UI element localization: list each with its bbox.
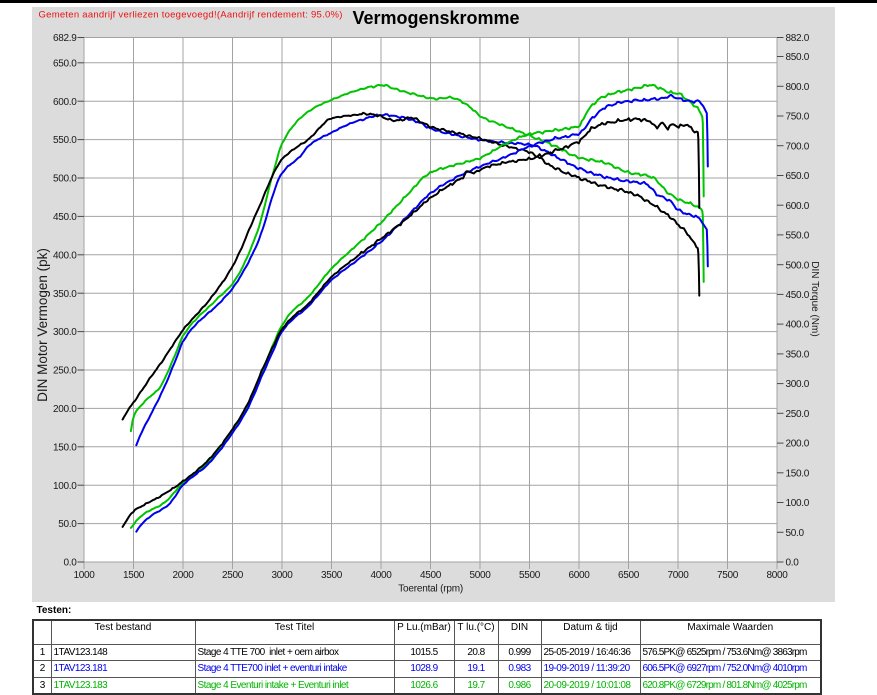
svg-text:750.0: 750.0 <box>786 112 810 123</box>
svg-text:7000: 7000 <box>667 570 689 581</box>
svg-text:6500: 6500 <box>618 570 640 581</box>
svg-text:50.0: 50.0 <box>58 519 77 530</box>
svg-text:600.0: 600.0 <box>53 97 77 108</box>
svg-text:0.0: 0.0 <box>786 558 800 569</box>
svg-text:5000: 5000 <box>469 570 491 581</box>
svg-text:700.0: 700.0 <box>786 141 810 152</box>
svg-text:450.0: 450.0 <box>786 290 810 301</box>
svg-text:8000: 8000 <box>766 570 788 581</box>
svg-text:4500: 4500 <box>420 570 442 581</box>
svg-text:50.0: 50.0 <box>786 528 805 539</box>
svg-text:250.0: 250.0 <box>53 366 77 377</box>
svg-text:3500: 3500 <box>321 570 343 581</box>
svg-text:DIN Torque (Nm): DIN Torque (Nm) <box>809 261 820 336</box>
svg-text:800.0: 800.0 <box>786 82 810 93</box>
svg-text:200.0: 200.0 <box>786 439 810 450</box>
svg-text:400.0: 400.0 <box>786 320 810 331</box>
svg-text:2500: 2500 <box>222 570 244 581</box>
svg-text:450.0: 450.0 <box>53 212 77 223</box>
svg-text:500.0: 500.0 <box>53 174 77 185</box>
svg-text:Gemeten aandrijf verliezen toe: Gemeten aandrijf verliezen toegevoegd!(A… <box>39 10 343 21</box>
svg-text:7500: 7500 <box>717 570 739 581</box>
svg-text:6000: 6000 <box>568 570 590 581</box>
svg-text:350.0: 350.0 <box>53 289 77 300</box>
svg-text:Vermogenskromme: Vermogenskromme <box>352 8 519 28</box>
svg-text:5500: 5500 <box>519 570 541 581</box>
svg-text:550.0: 550.0 <box>786 231 810 242</box>
svg-text:650.0: 650.0 <box>53 58 77 69</box>
svg-text:300.0: 300.0 <box>786 379 810 390</box>
svg-text:150.0: 150.0 <box>786 468 810 479</box>
svg-text:550.0: 550.0 <box>53 135 77 146</box>
svg-text:300.0: 300.0 <box>53 327 77 338</box>
svg-text:600.0: 600.0 <box>786 201 810 212</box>
svg-text:2000: 2000 <box>172 570 194 581</box>
svg-text:4000: 4000 <box>370 570 392 581</box>
svg-text:0.0: 0.0 <box>63 558 77 569</box>
svg-text:250.0: 250.0 <box>786 409 810 420</box>
svg-text:Toerental (rpm): Toerental (rpm) <box>398 584 463 595</box>
svg-text:200.0: 200.0 <box>53 404 77 415</box>
svg-text:1500: 1500 <box>123 570 145 581</box>
svg-text:3000: 3000 <box>271 570 293 581</box>
svg-text:882.0: 882.0 <box>786 33 810 44</box>
svg-text:400.0: 400.0 <box>53 250 77 261</box>
svg-text:150.0: 150.0 <box>53 442 77 453</box>
svg-text:650.0: 650.0 <box>786 171 810 182</box>
svg-text:850.0: 850.0 <box>786 52 810 63</box>
svg-text:350.0: 350.0 <box>786 350 810 361</box>
svg-text:1000: 1000 <box>73 570 95 581</box>
svg-text:500.0: 500.0 <box>786 260 810 271</box>
svg-text:100.0: 100.0 <box>786 498 810 509</box>
svg-text:100.0: 100.0 <box>53 481 77 492</box>
svg-text:682.9: 682.9 <box>53 33 77 44</box>
svg-text:DIN Motor Vermogen (pk): DIN Motor Vermogen (pk) <box>35 248 50 402</box>
